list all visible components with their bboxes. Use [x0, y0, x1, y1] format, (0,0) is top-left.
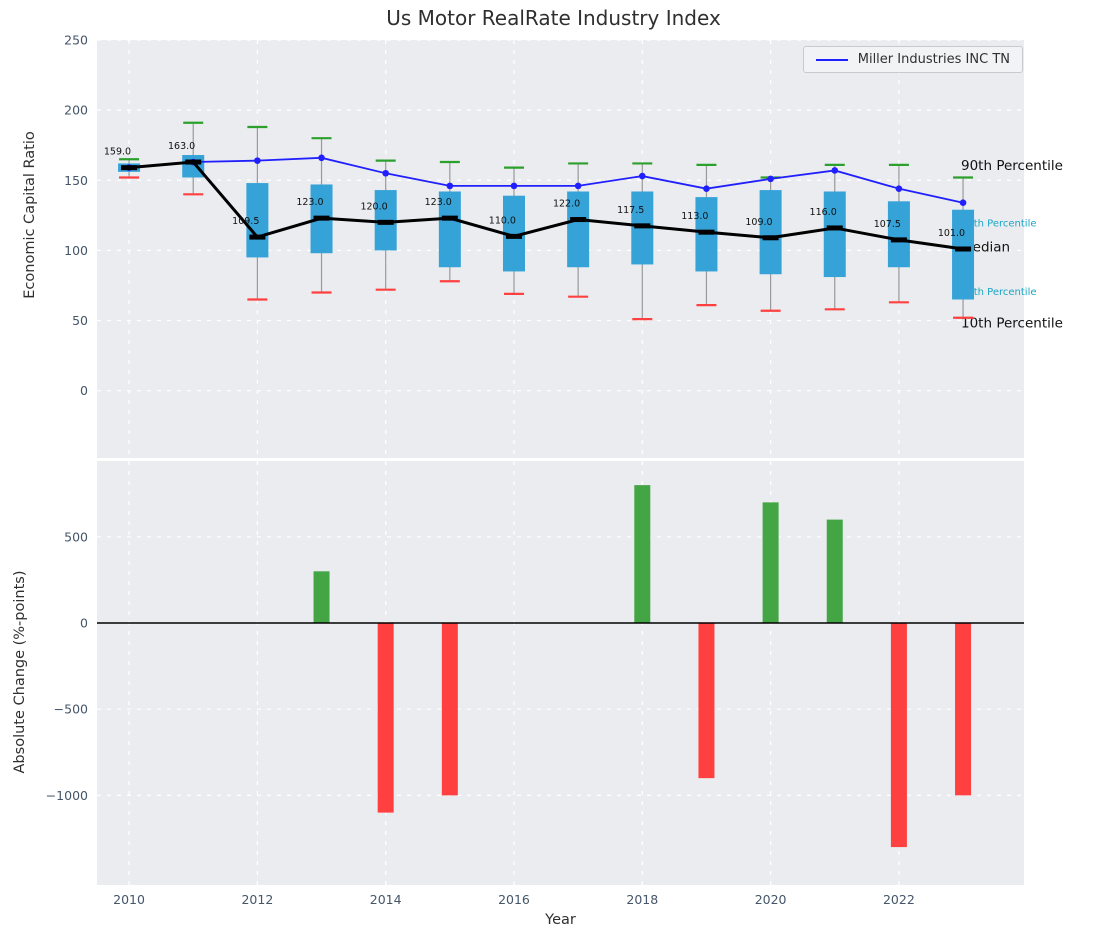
median-value-label: 123.0 — [296, 197, 323, 208]
median-marker — [121, 165, 138, 171]
median-marker — [955, 246, 972, 252]
median-value-label: 109.5 — [232, 216, 259, 227]
x-tick-label: 2018 — [626, 892, 658, 907]
median-marker — [570, 217, 587, 223]
x-tick-label: 2010 — [113, 892, 145, 907]
median-marker — [249, 234, 266, 240]
median-marker — [505, 233, 522, 239]
iqr-box — [823, 191, 846, 278]
median-marker — [826, 225, 843, 231]
median-value-label: 123.0 — [425, 197, 452, 208]
bar-negative — [441, 623, 458, 796]
bar-negative — [955, 623, 972, 796]
miller-marker — [767, 175, 774, 183]
median-marker — [313, 215, 330, 221]
iqr-box — [567, 191, 590, 268]
bar-positive — [634, 485, 651, 624]
median-value-label: 159.0 — [104, 147, 131, 158]
bottom-ylabel: Absolute Change (%-points) — [12, 570, 28, 774]
y-tick-label: 150 — [64, 173, 88, 188]
median-value-label: 101.0 — [938, 228, 965, 239]
iqr-box — [759, 190, 782, 275]
percentile-annotation: 75th Percentile — [961, 218, 1037, 229]
bottom-panel-bg — [97, 461, 1024, 885]
y-tick-label: 200 — [64, 103, 88, 118]
median-value-label: 109.0 — [745, 217, 772, 228]
median-marker — [185, 159, 202, 165]
x-tick-label: 2022 — [883, 892, 915, 907]
miller-marker — [510, 182, 518, 190]
iqr-box — [952, 209, 975, 300]
y-tick-label: 50 — [72, 313, 88, 328]
x-tick-label: 2014 — [370, 892, 402, 907]
chart-title: Us Motor RealRate Industry Index — [386, 6, 721, 30]
bar-negative — [377, 623, 394, 813]
y-tick-label: −500 — [54, 702, 88, 717]
percentile-annotation: 90th Percentile — [961, 158, 1063, 174]
miller-marker — [318, 154, 325, 162]
median-marker — [377, 219, 394, 225]
median-value-label: 110.0 — [489, 215, 516, 226]
percentile-annotation: 10th Percentile — [961, 315, 1063, 331]
bar-positive — [313, 571, 330, 624]
iqr-box — [182, 155, 205, 178]
miller-marker — [959, 199, 967, 207]
y-tick-label: 100 — [64, 243, 88, 258]
miller-marker — [382, 169, 389, 177]
legend-label: Miller Industries INC TN — [857, 52, 1010, 67]
bar-positive — [826, 519, 843, 624]
y-tick-label: −1000 — [46, 788, 88, 803]
miller-marker — [254, 157, 261, 164]
median-marker — [634, 223, 651, 229]
median-marker — [441, 215, 458, 221]
top-ylabel: Economic Capital Ratio — [22, 131, 38, 299]
bar-negative — [890, 623, 907, 848]
x-tick-label: 2020 — [755, 892, 787, 907]
x-tick-label: 2016 — [498, 892, 530, 907]
y-tick-label: 0 — [80, 616, 88, 631]
x-axis-label: Year — [545, 912, 576, 928]
iqr-box — [502, 195, 525, 272]
legend-line-sample — [815, 58, 848, 61]
iqr-box — [438, 191, 461, 268]
percentile-annotation: 25th Percentile — [961, 287, 1037, 298]
miller-marker — [895, 185, 903, 192]
miller-marker — [703, 185, 710, 192]
median-value-label: 116.0 — [810, 207, 837, 218]
median-value-label: 113.0 — [681, 211, 708, 222]
median-value-label: 107.5 — [874, 219, 901, 230]
median-marker — [762, 235, 779, 241]
median-value-label: 117.5 — [617, 205, 644, 216]
iqr-box — [887, 201, 910, 268]
miller-marker — [446, 182, 454, 190]
median-value-label: 122.0 — [553, 199, 580, 210]
miller-marker — [574, 182, 582, 190]
top-panel-bg — [97, 40, 1024, 458]
y-tick-label: 0 — [80, 383, 88, 398]
y-tick-label: 500 — [64, 529, 88, 544]
median-value-label: 120.0 — [360, 201, 387, 212]
median-marker — [890, 237, 907, 243]
bar-negative — [698, 623, 715, 779]
x-tick-label: 2012 — [241, 892, 273, 907]
bar-positive — [762, 502, 779, 624]
legend: Miller Industries INC TN — [802, 46, 1023, 73]
y-tick-label: 250 — [64, 33, 88, 48]
median-value-label: 163.0 — [168, 141, 195, 152]
miller-marker — [638, 172, 646, 180]
miller-line — [128, 156, 964, 204]
miller-marker — [831, 167, 839, 174]
median-marker — [698, 229, 715, 235]
median-line — [128, 160, 964, 251]
